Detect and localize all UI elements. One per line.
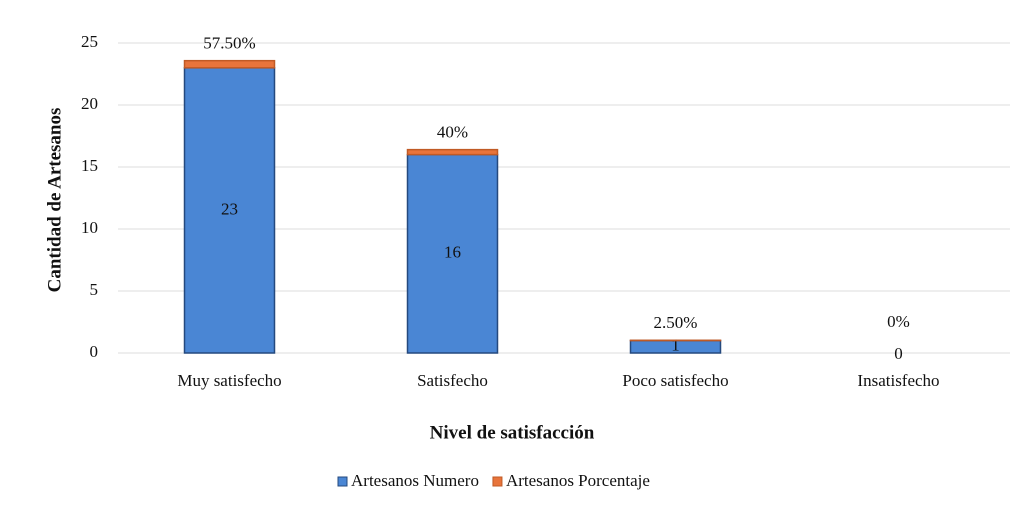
x-tick-label: Satisfecho (417, 371, 488, 390)
data-label: 0% (887, 312, 910, 331)
bar-segment (406, 153, 499, 354)
y-tick-label: 20 (81, 94, 98, 113)
x-tick-label: Muy satisfecho (177, 371, 281, 390)
data-label: 40% (437, 123, 468, 142)
y-tick-label: 10 (81, 218, 98, 237)
y-tick-label: 15 (81, 156, 98, 175)
legend-swatch (492, 476, 503, 487)
data-label: 23 (221, 199, 238, 218)
y-axis-title: Cantidad de Artesanos (44, 108, 65, 293)
legend-label: Artesanos Porcentaje (506, 471, 650, 490)
x-axis-title: Nivel de satisfacción (430, 422, 595, 443)
data-label: 57.50% (203, 34, 255, 53)
legend-swatch (337, 476, 348, 487)
legend-label: Artesanos Numero (351, 471, 479, 490)
y-tick-label: 5 (90, 280, 99, 299)
bar-segment (183, 59, 276, 69)
x-tick-label: Insatisfecho (857, 371, 939, 390)
data-label: 0 (894, 344, 903, 363)
bar-segment (406, 148, 499, 156)
data-label: 2.50% (654, 313, 698, 332)
data-label: 1 (671, 336, 680, 355)
bar-segment (183, 67, 276, 354)
y-tick-label: 0 (90, 342, 99, 361)
data-label: 16 (444, 243, 461, 262)
y-tick-label: 25 (81, 32, 98, 51)
x-tick-label: Poco satisfecho (622, 371, 728, 390)
